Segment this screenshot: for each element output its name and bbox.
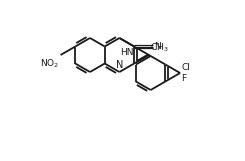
Text: N: N	[154, 42, 161, 51]
Text: NO$_2$: NO$_2$	[40, 57, 60, 70]
Text: F: F	[181, 74, 186, 83]
Text: N: N	[116, 60, 123, 70]
Text: CH$_3$: CH$_3$	[150, 42, 169, 54]
Text: Cl: Cl	[181, 63, 190, 72]
Text: HN: HN	[121, 48, 134, 57]
